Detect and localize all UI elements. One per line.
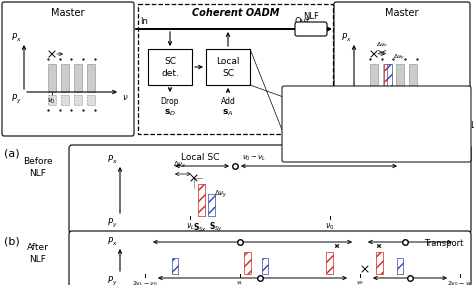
Text: $P_x$: $P_x$ bbox=[108, 235, 118, 248]
Bar bbox=[339, 120, 345, 148]
Bar bbox=[376, 252, 383, 274]
Bar bbox=[262, 258, 268, 274]
Text: $\nu_0$: $\nu_0$ bbox=[46, 97, 55, 106]
Bar bbox=[409, 95, 417, 105]
Text: $\mathbf{S}_{Sx}$: $\mathbf{S}_{Sx}$ bbox=[336, 153, 348, 163]
Text: det.: det. bbox=[161, 68, 179, 78]
FancyBboxPatch shape bbox=[2, 2, 134, 136]
Text: NLF: NLF bbox=[29, 255, 46, 264]
Text: $2\nu_L-\nu_0$: $2\nu_L-\nu_0$ bbox=[132, 279, 158, 285]
Text: (a): (a) bbox=[4, 148, 19, 158]
Text: $\nu$: $\nu$ bbox=[122, 93, 128, 102]
Text: Master: Master bbox=[51, 8, 85, 18]
Text: $\Delta\nu_y$: $\Delta\nu_y$ bbox=[214, 188, 228, 200]
Bar bbox=[397, 258, 403, 274]
Text: $P_x$: $P_x$ bbox=[290, 89, 300, 102]
Bar bbox=[370, 95, 378, 105]
Bar bbox=[396, 95, 404, 105]
Bar bbox=[388, 64, 392, 92]
FancyBboxPatch shape bbox=[69, 145, 471, 233]
Text: $P_x$: $P_x$ bbox=[341, 32, 352, 44]
Text: After: After bbox=[27, 243, 49, 253]
Bar bbox=[138, 4, 333, 134]
FancyBboxPatch shape bbox=[295, 22, 327, 36]
Bar bbox=[61, 64, 69, 92]
Text: In: In bbox=[140, 17, 148, 25]
Text: Local SC: Local SC bbox=[181, 154, 219, 162]
Text: NLF: NLF bbox=[303, 12, 319, 21]
Text: $\nu_L$: $\nu_L$ bbox=[185, 221, 194, 231]
Text: $\nu_0$: $\nu_0$ bbox=[356, 279, 364, 285]
Text: $\nu$: $\nu$ bbox=[444, 149, 450, 158]
Bar bbox=[347, 128, 353, 148]
Text: $\nu$: $\nu$ bbox=[456, 93, 463, 102]
Text: $\Delta\nu_y$: $\Delta\nu_y$ bbox=[393, 53, 405, 63]
Bar bbox=[396, 64, 404, 92]
Bar bbox=[327, 252, 334, 274]
Text: Out: Out bbox=[295, 17, 310, 25]
Text: Master: Master bbox=[335, 154, 365, 162]
Bar bbox=[74, 64, 82, 92]
Text: $P_x$: $P_x$ bbox=[108, 154, 118, 166]
Text: Drop: Drop bbox=[161, 97, 179, 106]
Bar bbox=[61, 95, 69, 105]
Text: $\mathbf{s}_A$: $\mathbf{s}_A$ bbox=[222, 107, 234, 117]
Text: $\Delta\nu_x$: $\Delta\nu_x$ bbox=[173, 160, 187, 170]
Text: $\nu_L$: $\nu_L$ bbox=[236, 279, 244, 285]
Text: SC: SC bbox=[164, 56, 176, 66]
Text: Local SC: Local SC bbox=[471, 121, 474, 131]
Bar bbox=[384, 64, 390, 92]
Text: Local: Local bbox=[216, 56, 240, 66]
Text: $\Delta\nu_x$: $\Delta\nu_x$ bbox=[320, 100, 332, 109]
Text: $\Delta\nu_y$: $\Delta\nu_y$ bbox=[358, 123, 370, 133]
Bar bbox=[172, 258, 178, 274]
Bar bbox=[245, 252, 252, 274]
Bar bbox=[209, 194, 216, 216]
Text: $\nu_0$: $\nu_0$ bbox=[325, 221, 335, 231]
Text: SC: SC bbox=[222, 68, 234, 78]
Text: Before: Before bbox=[23, 158, 53, 166]
FancyBboxPatch shape bbox=[334, 2, 470, 136]
Text: $P_y$: $P_y$ bbox=[108, 275, 118, 285]
Text: $\nu_0$: $\nu_0$ bbox=[369, 97, 377, 106]
Text: $P_y$: $P_y$ bbox=[341, 93, 352, 106]
Bar bbox=[383, 64, 391, 92]
FancyBboxPatch shape bbox=[282, 86, 471, 162]
Text: $\mathbf{S}_{Sy}$: $\mathbf{S}_{Sy}$ bbox=[349, 153, 363, 164]
Bar bbox=[87, 64, 95, 92]
Bar bbox=[370, 64, 378, 92]
Text: NLF: NLF bbox=[29, 170, 46, 178]
Bar bbox=[206, 49, 250, 85]
Text: $\mathbf{S}_{Sx}$: $\mathbf{S}_{Sx}$ bbox=[193, 221, 207, 233]
Text: $\nu_0-\nu_L$: $\nu_0-\nu_L$ bbox=[242, 154, 266, 163]
Text: $\Delta\nu_x$: $\Delta\nu_x$ bbox=[376, 40, 388, 49]
Text: (b): (b) bbox=[4, 236, 20, 246]
Text: $\nu_L$: $\nu_L$ bbox=[320, 153, 328, 162]
Text: $P_x$: $P_x$ bbox=[11, 32, 22, 44]
FancyBboxPatch shape bbox=[69, 231, 471, 285]
Text: Add: Add bbox=[220, 97, 236, 106]
Text: Transport: Transport bbox=[424, 239, 463, 249]
Text: $P_y$: $P_y$ bbox=[108, 217, 118, 230]
Bar bbox=[148, 49, 192, 85]
Text: $P_y$: $P_y$ bbox=[11, 93, 22, 106]
Bar bbox=[409, 64, 417, 92]
Bar bbox=[199, 184, 206, 216]
Text: $P_y$: $P_y$ bbox=[290, 149, 300, 162]
Bar bbox=[48, 95, 56, 105]
Bar bbox=[48, 64, 56, 92]
Text: $\mathbf{s}_D$: $\mathbf{s}_D$ bbox=[164, 107, 176, 117]
Bar bbox=[74, 95, 82, 105]
Bar bbox=[87, 95, 95, 105]
Text: $\mathbf{S}_{Sy}$: $\mathbf{S}_{Sy}$ bbox=[209, 221, 223, 234]
Text: Master: Master bbox=[385, 8, 419, 18]
Text: Coherent OADM: Coherent OADM bbox=[192, 8, 279, 18]
Bar bbox=[383, 95, 391, 105]
Text: $2\nu_0-\nu_L$: $2\nu_0-\nu_L$ bbox=[447, 279, 473, 285]
